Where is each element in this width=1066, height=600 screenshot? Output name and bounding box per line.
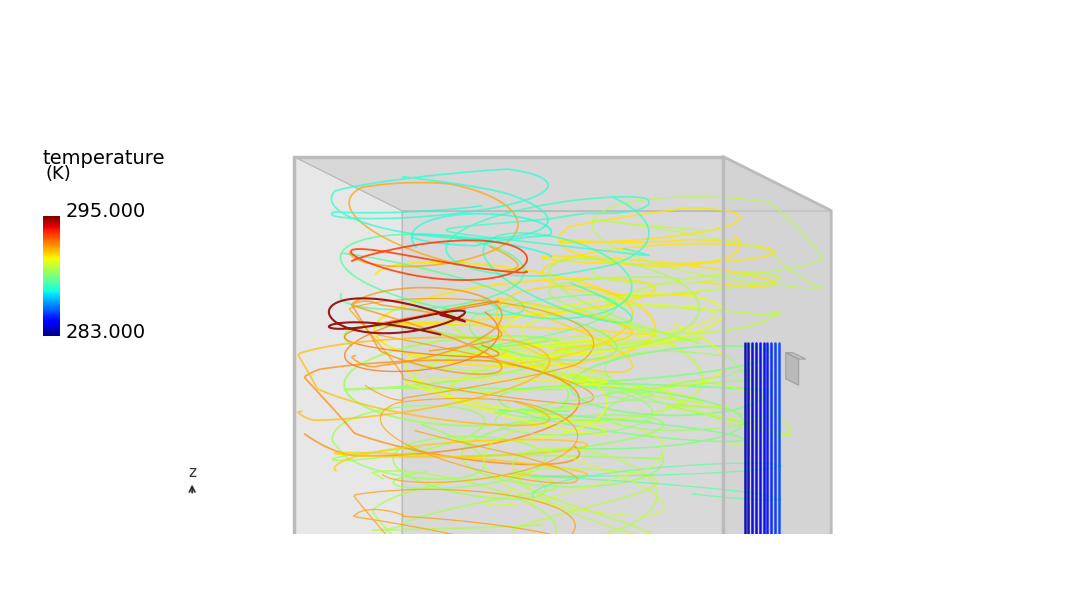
Polygon shape xyxy=(308,550,411,600)
Polygon shape xyxy=(523,582,818,600)
Text: temperature: temperature xyxy=(43,149,165,168)
Polygon shape xyxy=(402,211,831,600)
Polygon shape xyxy=(294,550,831,600)
Polygon shape xyxy=(523,550,627,600)
Polygon shape xyxy=(786,353,798,385)
Polygon shape xyxy=(523,550,714,582)
Polygon shape xyxy=(294,157,402,600)
Text: (K): (K) xyxy=(46,165,71,183)
Polygon shape xyxy=(495,550,598,600)
Text: 295.000: 295.000 xyxy=(66,202,146,221)
Polygon shape xyxy=(294,157,831,211)
Polygon shape xyxy=(294,157,724,550)
Polygon shape xyxy=(724,157,831,600)
Polygon shape xyxy=(714,550,818,600)
Polygon shape xyxy=(308,582,598,600)
Text: 283.000: 283.000 xyxy=(66,323,146,343)
Text: z: z xyxy=(188,465,196,480)
Polygon shape xyxy=(786,353,806,359)
Polygon shape xyxy=(308,550,495,582)
